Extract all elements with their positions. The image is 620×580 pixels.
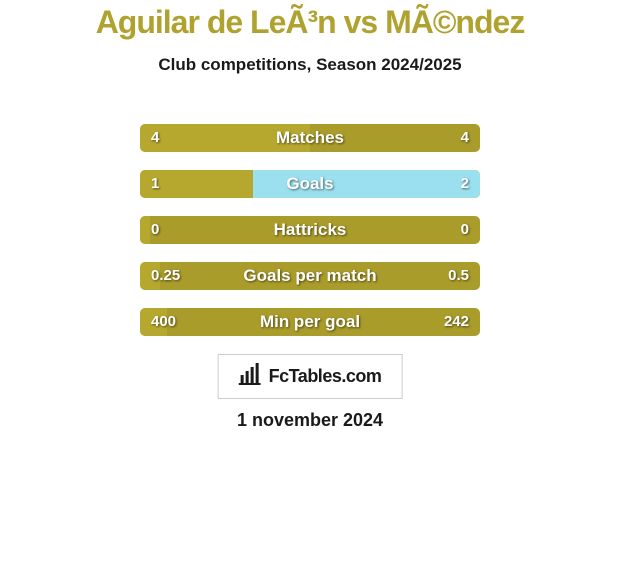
- player-marker: [20, 177, 120, 203]
- stat-row: 12Goals: [140, 170, 480, 198]
- page-title: Aguilar de LeÃ³n vs MÃ©ndez: [0, 0, 620, 41]
- stat-row: 0.250.5Goals per match: [140, 262, 480, 290]
- stat-row: 400242Min per goal: [140, 308, 480, 336]
- date-text: 1 november 2024: [0, 410, 620, 431]
- brand-text: FcTables.com: [269, 366, 382, 387]
- subtitle: Club competitions, Season 2024/2025: [0, 55, 620, 75]
- brand-chart-icon: [239, 363, 261, 390]
- stat-row: 00Hattricks: [140, 216, 480, 244]
- player-marker: [8, 123, 112, 151]
- brand-box: FcTables.com: [218, 354, 403, 399]
- stat-label: Goals per match: [140, 262, 480, 290]
- stat-label: Goals: [140, 170, 480, 198]
- stat-label: Min per goal: [140, 308, 480, 336]
- player-marker: [500, 177, 600, 203]
- stat-rows: 44Matches 12Goals 00Hattricks 0.250.5Goals …: [140, 124, 480, 354]
- stat-row: 44Matches: [140, 124, 480, 152]
- stat-label: Hattricks: [140, 216, 480, 244]
- comparison-infographic: Aguilar de LeÃ³n vs MÃ©ndez Club competi…: [0, 0, 620, 580]
- player-marker: [492, 124, 588, 150]
- stat-label: Matches: [140, 124, 480, 152]
